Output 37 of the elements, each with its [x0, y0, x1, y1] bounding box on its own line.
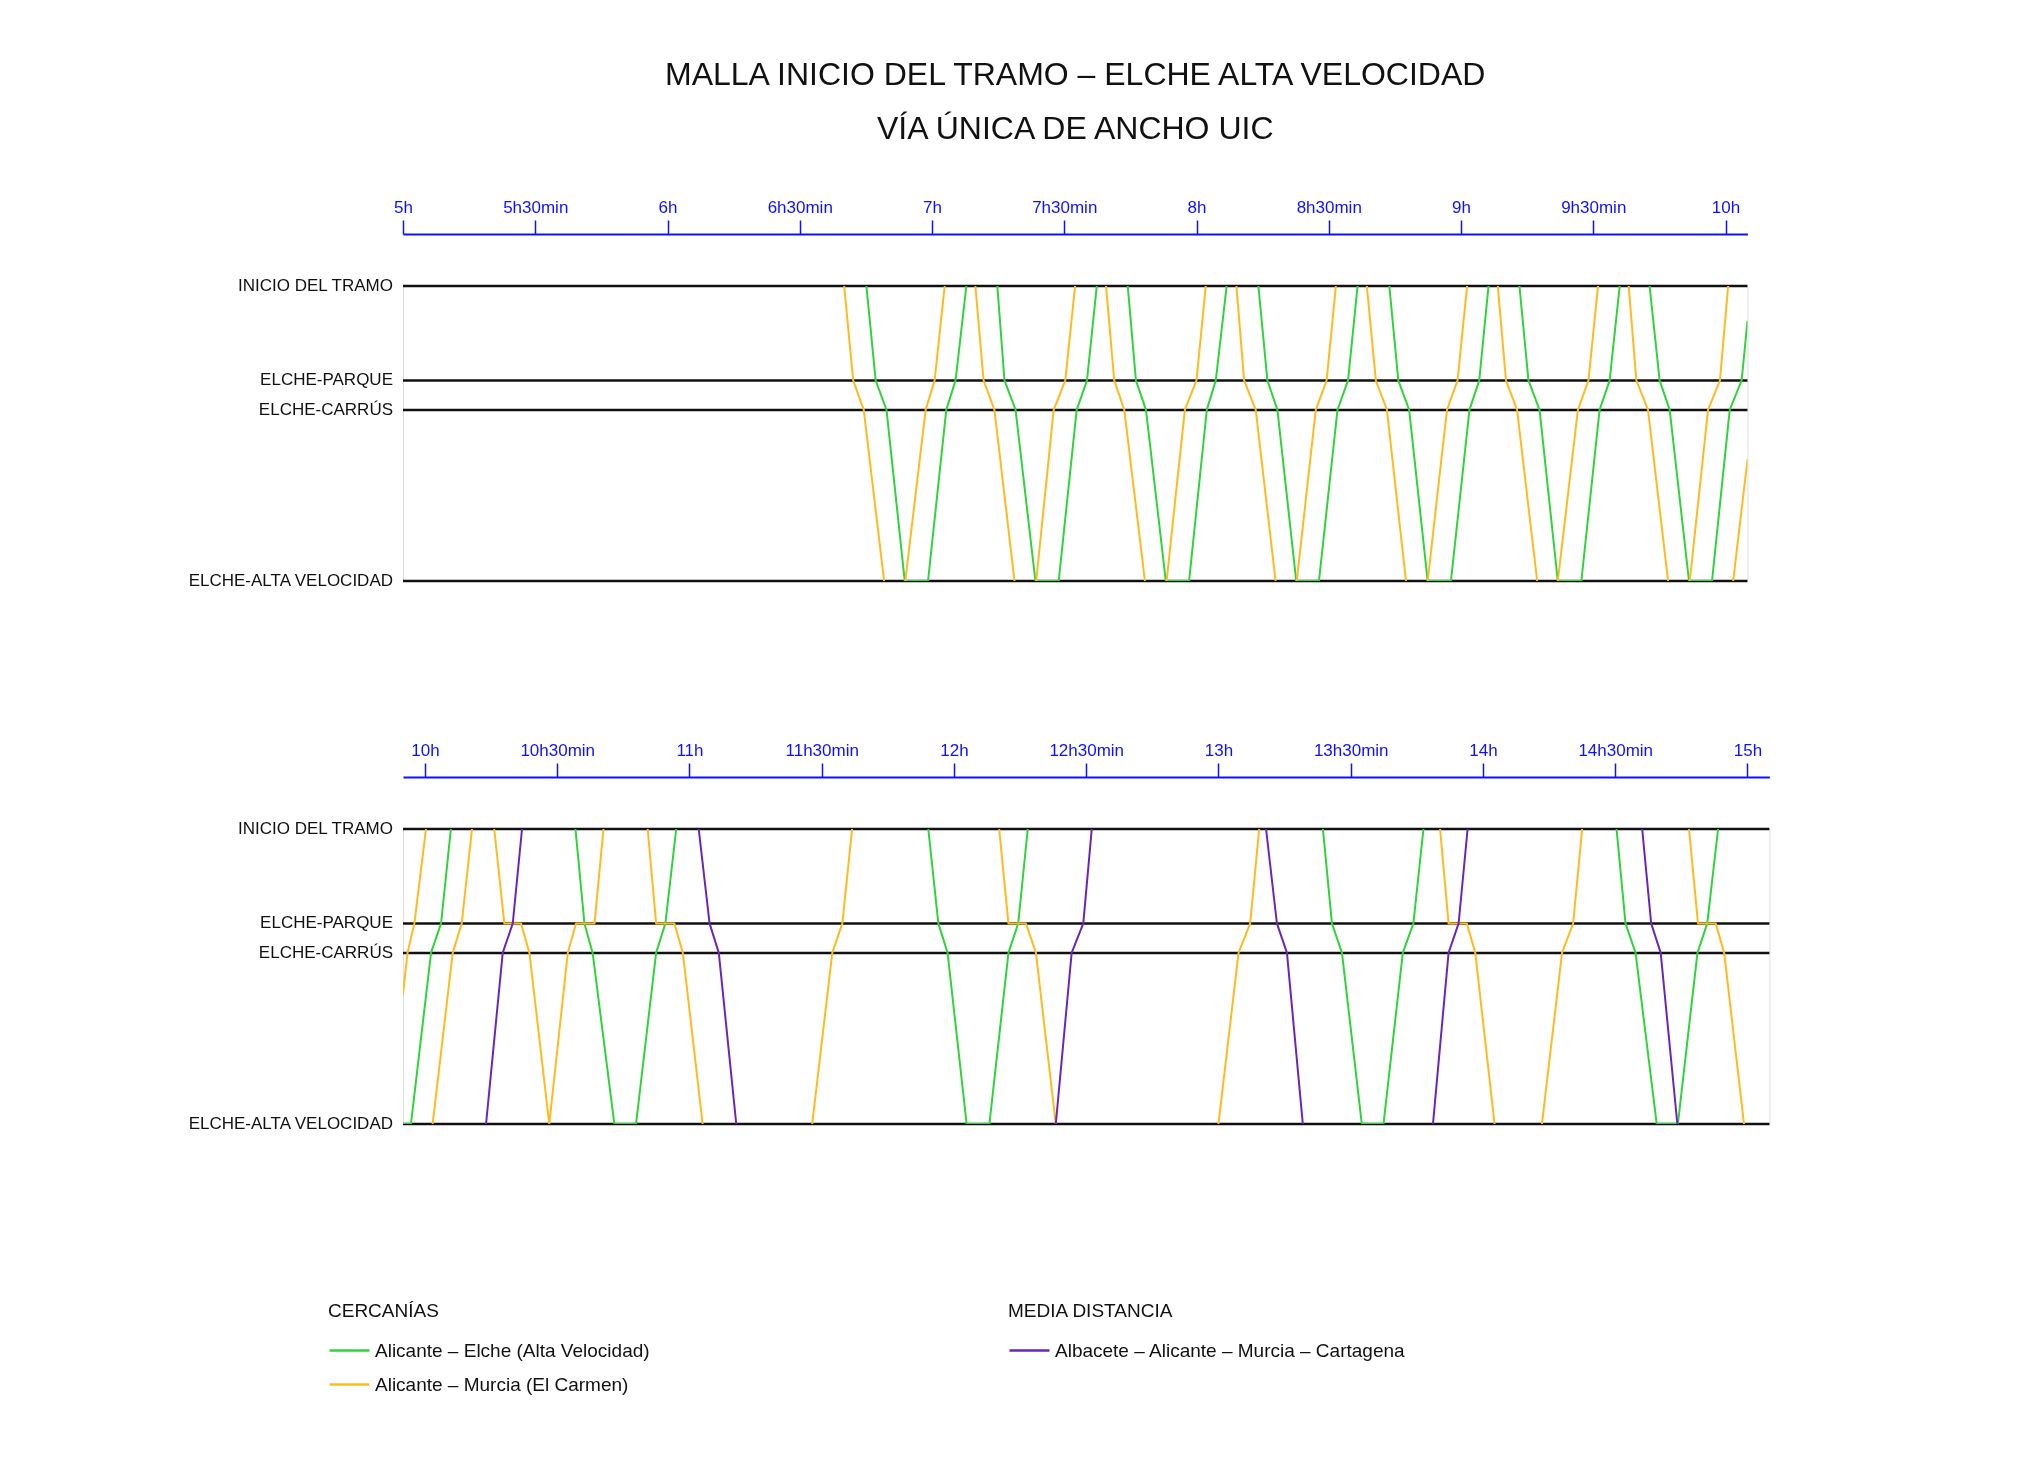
ref-line-label: INICIO DEL TRAMO — [238, 819, 393, 838]
x-tick-label: 5h — [394, 197, 413, 217]
x-tick-label: 10h — [1711, 197, 1741, 217]
x-tick-label: 8h30min — [1296, 197, 1362, 217]
ref-line-label: ELCHE-PARQUE — [260, 913, 393, 933]
x-tick-label: 8h — [1187, 197, 1207, 217]
legend-label: Alicante – Elche (Alta Velocidad) — [375, 1339, 650, 1361]
x-tick-label: 14h30min — [1578, 740, 1654, 760]
ref-line-label: ELCHE-CARRÚS — [258, 399, 393, 419]
ref-line-label: ELCHE-PARQUE — [260, 370, 393, 390]
x-tick-label: 11h30min — [785, 740, 859, 760]
x-tick-label: 6h — [658, 197, 678, 217]
ref-line-label: INICIO DEL TRAMO — [238, 276, 393, 295]
ref-line-label: ELCHE-CARRÚS — [258, 942, 393, 962]
legend-label: Alicante – Murcia (El Carmen) — [375, 1373, 629, 1395]
x-tick-label: 9h — [1452, 197, 1471, 217]
x-tick-label: 12h — [940, 740, 969, 760]
x-tick-label: 11h — [676, 740, 704, 760]
x-tick-label: 7h30min — [1032, 197, 1098, 217]
text: MEDIA DISTANCIA — [1008, 1300, 1173, 1321]
x-tick-label: 10h30min — [520, 740, 596, 760]
x-tick-label: 10h — [411, 740, 440, 760]
x-tick-label: 9h30min — [1561, 197, 1627, 217]
legend-title: CERCANÍAS — [328, 1300, 439, 1321]
x-tick-label: 6h30min — [767, 197, 833, 217]
x-tick-label: 5h30min — [503, 197, 569, 217]
chart-title: MALLA INICIO DEL TRAMO – ELCHE ALTA VELOCIDAD — [665, 56, 1486, 92]
x-tick-label: 7h — [923, 197, 942, 217]
legend-label: Albacete – Alicante – Murcia – Cartagena — [1055, 1339, 1406, 1361]
x-tick-label: 15h — [1733, 740, 1763, 760]
x-tick-label: 13h30min — [1313, 740, 1389, 760]
ref-line-label: ELCHE-ALTA VELOCIDAD — [188, 1114, 393, 1133]
chart-subtitle: VÍA ÚNICA DE ANCHO UIC — [876, 110, 1274, 146]
x-tick-label: 12h30min — [1049, 740, 1125, 760]
x-tick-label: 14h — [1469, 740, 1498, 760]
ref-line-label: ELCHE-ALTA VELOCIDAD — [188, 571, 393, 590]
x-tick-label: 13h — [1204, 740, 1234, 760]
